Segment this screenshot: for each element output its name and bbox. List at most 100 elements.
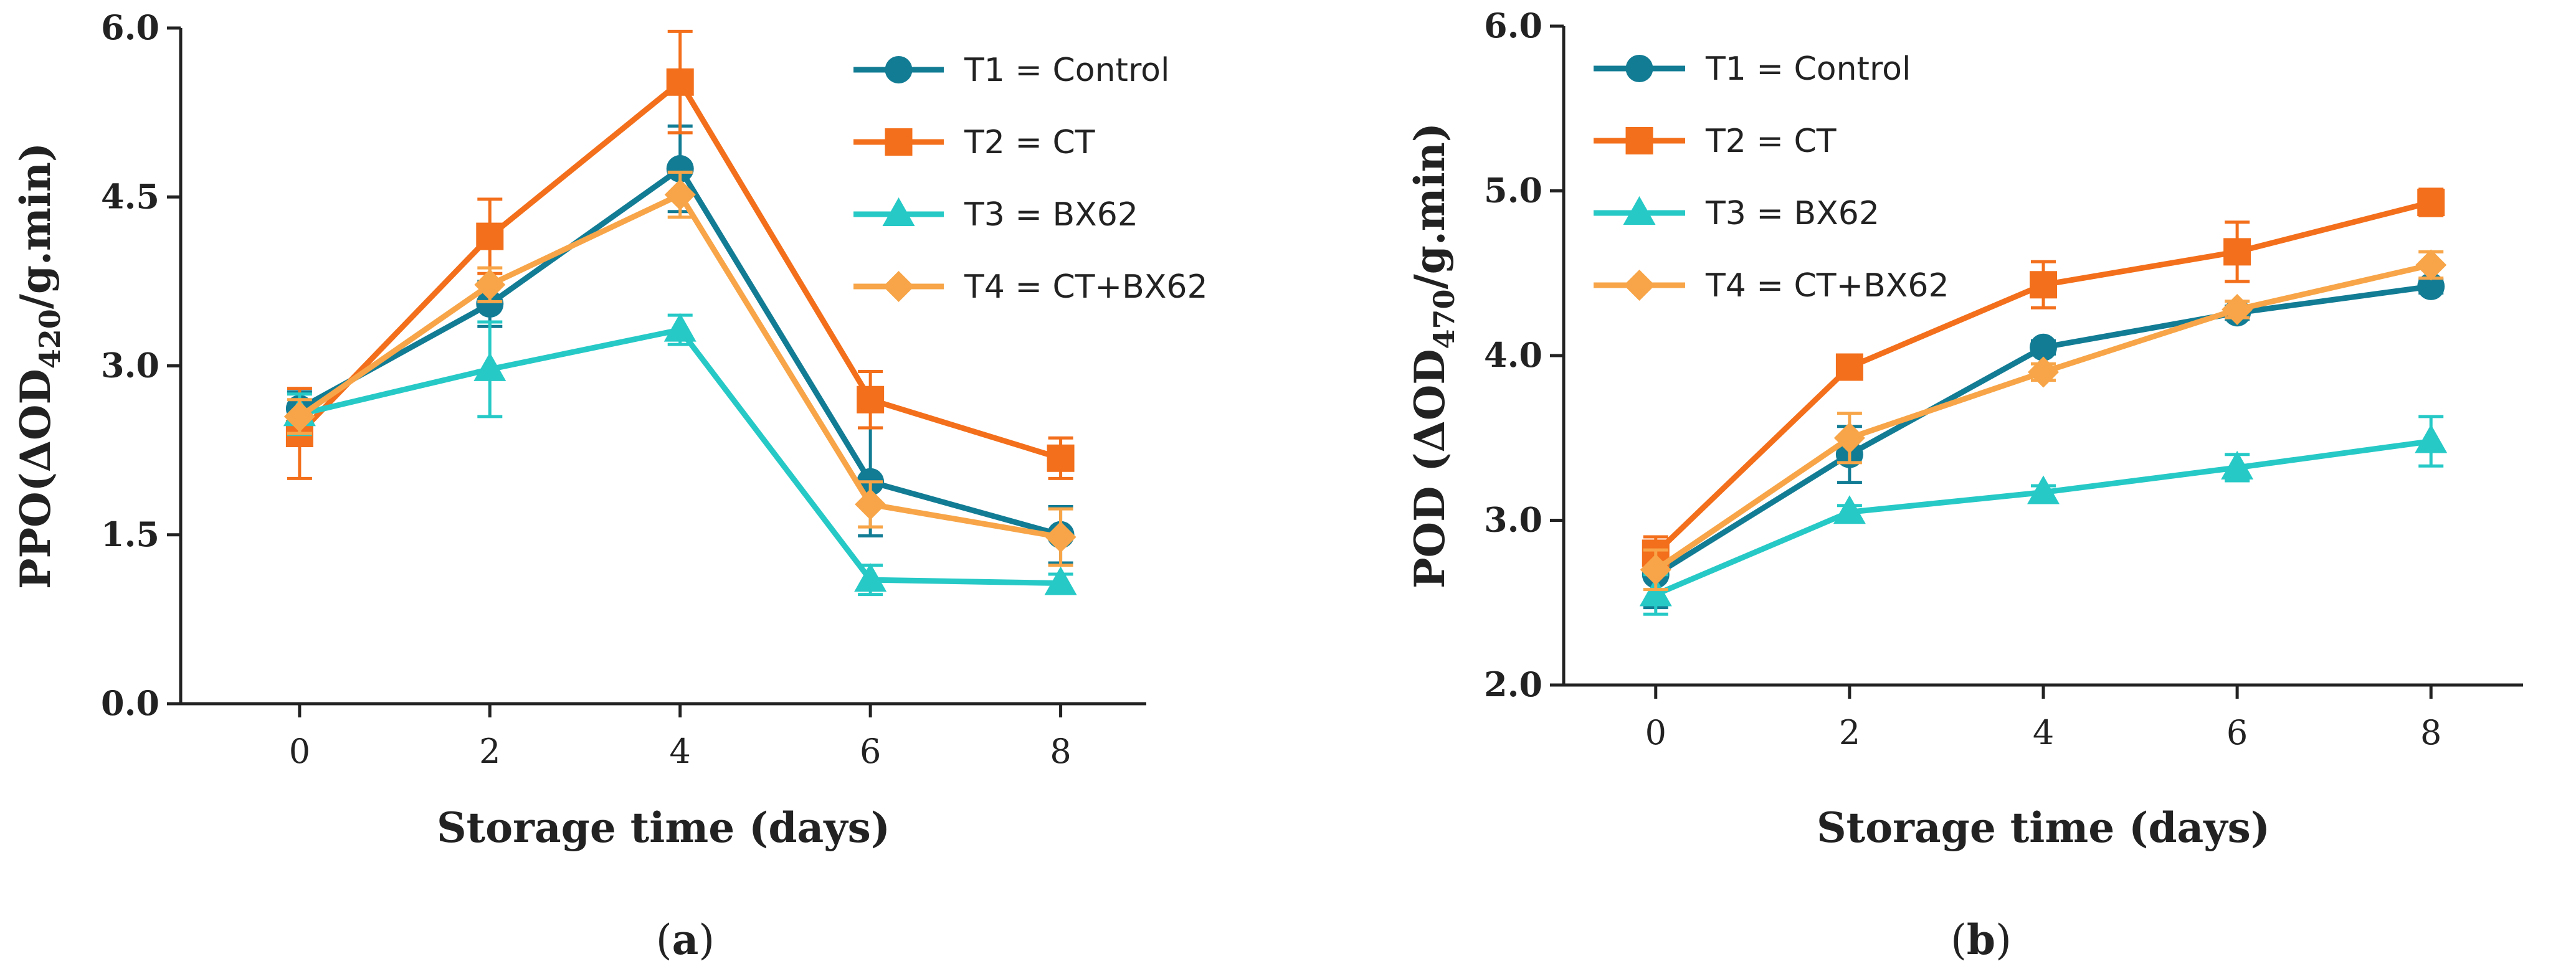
data-point — [2415, 249, 2447, 281]
data-point — [1835, 353, 1863, 381]
data-point — [476, 290, 504, 318]
x-tick-label: 4 — [2033, 713, 2054, 752]
panel-label: (b) — [1951, 915, 2012, 964]
data-point — [2417, 189, 2445, 217]
data-point — [2030, 333, 2057, 361]
legend-marker — [1623, 196, 1656, 225]
legend-item: T1 = Control — [1594, 50, 1911, 88]
x-tick-label: 8 — [2420, 713, 2441, 752]
series-4 — [283, 170, 1077, 567]
series-line — [1655, 438, 2431, 597]
y-axis-title-units: /g.min) — [1405, 123, 1454, 289]
legend-item: T4 = CT+BX62 — [853, 268, 1208, 306]
series-1 — [1642, 272, 2445, 610]
legend-marker — [885, 56, 913, 83]
y-tick-label: 6.0 — [101, 7, 159, 47]
data-point — [2222, 293, 2253, 325]
panel-label-open: ( — [656, 916, 672, 964]
x-tick-label: 2 — [479, 732, 500, 771]
legend-item: T2 = CT — [853, 124, 1095, 161]
data-point — [1833, 495, 1866, 524]
series-line — [1654, 262, 2432, 572]
y-axis-title: POD (ΔOD470/g.min) — [1405, 123, 1461, 588]
data-point — [1045, 521, 1077, 553]
data-point — [2223, 238, 2251, 266]
series-3 — [283, 313, 1077, 597]
legend-item: T3 = BX62 — [1594, 195, 1880, 232]
data-point — [855, 488, 886, 520]
series-line — [298, 327, 1061, 587]
x-tick-label: 6 — [2227, 713, 2248, 752]
legend-marker — [1625, 127, 1653, 154]
legend-label: T1 = Control — [964, 52, 1169, 89]
x-axis-title: Storage time (days) — [437, 803, 890, 852]
legend-label: T2 = CT — [964, 124, 1095, 161]
panel-label: (a) — [656, 915, 715, 964]
data-point — [473, 352, 506, 381]
panel-label-letter: b — [1967, 915, 1995, 964]
y-axis-title-main: PPO(ΔOD — [11, 369, 60, 589]
data-point — [663, 313, 696, 342]
y-tick-label: 5.0 — [1484, 171, 1542, 210]
legend-marker — [1623, 270, 1655, 301]
y-axis-title: PPO(ΔOD420/g.min) — [11, 143, 67, 589]
legend-marker — [1625, 55, 1653, 82]
series-line — [1654, 283, 2431, 577]
y-axis-title-units: /g.min) — [11, 143, 60, 309]
data-point — [476, 222, 504, 250]
y-tick-label: 4.0 — [1484, 335, 1542, 375]
legend-label: T3 = BX62 — [964, 196, 1138, 234]
legend-label: T2 = CT — [1705, 123, 1837, 160]
y-tick-label: 4.5 — [101, 176, 159, 216]
data-point — [2027, 475, 2060, 504]
x-tick-label: 4 — [670, 732, 691, 771]
data-point — [283, 400, 315, 432]
panel-label-close: ) — [1995, 916, 2012, 964]
panel-label-open: ( — [1951, 916, 1967, 964]
chart-panel-b: 2.0 3.0 4.0 5.0 6.0 0 2 4 6 8 Storage time (days) P… — [1405, 6, 2523, 964]
panel-label-close: ) — [698, 916, 715, 964]
data-point — [1833, 422, 1865, 454]
legend-item: T4 = CT+BX62 — [1594, 267, 1949, 305]
series-3 — [1639, 415, 2448, 616]
y-tick-label: 1.5 — [101, 514, 159, 554]
data-point — [664, 179, 696, 210]
series-2 — [1642, 187, 2445, 572]
y-axis-title-subscript: 420 — [33, 309, 67, 369]
x-axis-title: Storage time (days) — [1817, 803, 2270, 852]
legend-marker — [882, 197, 915, 226]
data-point — [1640, 554, 1671, 585]
data-point — [474, 269, 506, 301]
data-point — [857, 385, 885, 414]
series-2 — [285, 29, 1075, 480]
legend-label: T1 = Control — [1705, 50, 1911, 88]
legend-marker — [883, 271, 915, 302]
x-tick-label: 0 — [1645, 713, 1666, 752]
series-line — [298, 192, 1062, 540]
series-line — [298, 166, 1062, 538]
chart-panel-a: 0.0 1.5 3.0 4.5 6.0 0 2 4 6 8 Storage time (days) P… — [11, 7, 1208, 964]
legend-item: T2 = CT — [1594, 123, 1837, 160]
legend-label: T3 = BX62 — [1705, 195, 1880, 232]
series-4 — [1640, 249, 2447, 592]
y-tick-label: 3.0 — [1484, 500, 1542, 540]
y-axis-title-subscript: 470 — [1427, 289, 1461, 349]
legend-marker — [885, 128, 913, 156]
x-tick-label: 8 — [1050, 732, 1071, 771]
y-tick-label: 2.0 — [1484, 664, 1542, 704]
data-point — [666, 155, 694, 183]
legend: T1 = Control T2 = CT T3 = BX62 T4 = CT+BX62 — [853, 52, 1208, 306]
legend-item: T3 = BX62 — [853, 196, 1138, 234]
data-point — [2030, 271, 2057, 299]
y-tick-label: 3.0 — [101, 346, 159, 385]
data-point — [1044, 566, 1077, 595]
y-axis-title-main: POD (ΔOD — [1405, 349, 1454, 588]
data-point — [2415, 424, 2448, 453]
data-point — [666, 68, 694, 96]
data-point — [854, 563, 887, 592]
legend-label: T4 = CT+BX62 — [964, 268, 1208, 306]
panel-label-letter: a — [672, 915, 699, 964]
y-tick-label: 6.0 — [1484, 6, 1542, 45]
x-tick-label: 6 — [860, 732, 881, 771]
